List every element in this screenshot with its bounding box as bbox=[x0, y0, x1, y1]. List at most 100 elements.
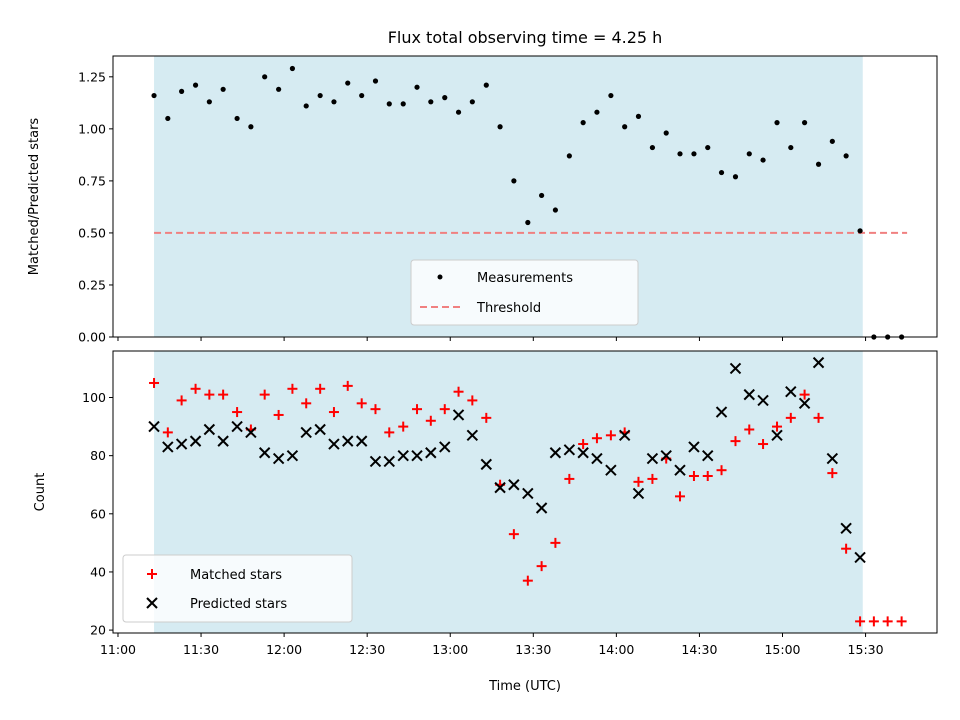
measurement-point bbox=[400, 101, 406, 107]
matched-star-point bbox=[702, 471, 713, 482]
measurement-point bbox=[525, 219, 531, 226]
matched-star-point bbox=[813, 412, 824, 423]
matched-star-point bbox=[827, 468, 838, 479]
predicted-star-point bbox=[245, 426, 257, 439]
measurement-point bbox=[206, 99, 212, 105]
matched-star-point bbox=[439, 404, 450, 415]
matched-star-point bbox=[591, 433, 602, 444]
predicted-star-point bbox=[785, 385, 797, 398]
bottom-y-tick-label: 80 bbox=[90, 448, 106, 463]
matched-star-point bbox=[162, 427, 173, 438]
measurement-point bbox=[663, 130, 669, 136]
matched-star-point bbox=[176, 395, 187, 406]
measurement-point bbox=[317, 92, 323, 99]
measurement-point bbox=[705, 144, 711, 151]
predicted-star-point bbox=[757, 394, 769, 407]
top-y-tick-label: 0.25 bbox=[78, 277, 106, 292]
top-axes-frame bbox=[112, 55, 938, 338]
chart-title: Flux total observing time = 4.25 h bbox=[388, 28, 663, 47]
predicted-star-point bbox=[148, 420, 160, 433]
matched-star-point bbox=[328, 407, 339, 418]
top-y-tick-label: 0.75 bbox=[78, 173, 106, 188]
matched-star-point bbox=[633, 476, 644, 487]
predicted-star-point bbox=[605, 464, 617, 476]
predicted-star-point bbox=[480, 458, 492, 471]
predicted-star-point bbox=[369, 455, 382, 468]
x-tick-label: 13:00 bbox=[432, 642, 468, 657]
predicted-star-point bbox=[591, 452, 603, 465]
matched-star-point bbox=[481, 412, 492, 423]
measurement-point bbox=[483, 82, 489, 88]
measurement-point bbox=[829, 138, 835, 144]
predicted-star-point bbox=[646, 452, 659, 465]
top-y-axis-label: Matched/Predicted stars bbox=[27, 118, 42, 276]
matched-star-point bbox=[688, 471, 699, 482]
measurement-point bbox=[732, 174, 739, 180]
x-tick-label: 12:00 bbox=[266, 642, 302, 657]
measurement-point bbox=[815, 161, 822, 167]
predicted-star-point bbox=[535, 502, 548, 514]
measurement-point bbox=[566, 153, 572, 159]
matched-star-point bbox=[564, 473, 575, 484]
predicted-star-point bbox=[812, 356, 825, 369]
top-y-tick-label: 0.50 bbox=[78, 225, 106, 240]
x-tick-label: 14:00 bbox=[598, 642, 634, 657]
bottom-y-tick-label: 40 bbox=[90, 564, 106, 579]
measurement-point bbox=[303, 103, 309, 109]
predicted-star-point bbox=[189, 435, 202, 447]
predicted-star-point bbox=[452, 409, 465, 421]
matched-star-point bbox=[149, 377, 160, 388]
predicted-star-point bbox=[577, 447, 589, 459]
predicted-star-point bbox=[383, 455, 395, 468]
predicted-star-point bbox=[854, 551, 866, 564]
measurement-point bbox=[857, 228, 863, 234]
predicted-star-point bbox=[632, 487, 645, 500]
measurement-point bbox=[276, 86, 282, 92]
measurement-point bbox=[718, 169, 725, 176]
matched-star-point bbox=[799, 389, 810, 400]
predicted-star-point bbox=[494, 481, 506, 494]
matched-star-point bbox=[868, 616, 879, 627]
matched-star-point bbox=[412, 404, 423, 415]
x-tick-label: 15:30 bbox=[848, 642, 884, 657]
predicted-star-point bbox=[715, 406, 728, 418]
bottom-y-tick-label: 20 bbox=[90, 623, 106, 638]
measurement-point bbox=[580, 120, 586, 126]
matched-star-point bbox=[218, 389, 229, 400]
measurement-point bbox=[539, 192, 545, 199]
top-y-tick-label: 0.00 bbox=[78, 330, 106, 345]
measurement-point bbox=[649, 144, 656, 151]
measurement-point bbox=[774, 120, 780, 126]
legend-measurements-marker bbox=[437, 274, 443, 280]
matched-star-point bbox=[716, 465, 727, 476]
measurement-point bbox=[746, 151, 752, 157]
measurement-point bbox=[608, 92, 614, 99]
matched-star-point bbox=[273, 409, 284, 420]
measurement-point bbox=[442, 95, 448, 101]
predicted-star-point bbox=[272, 452, 285, 465]
bottom-y-tick-label: 60 bbox=[90, 506, 106, 521]
predicted-star-point bbox=[771, 429, 783, 442]
predicted-star-point bbox=[549, 447, 562, 459]
legend-matched-marker bbox=[147, 569, 157, 579]
measurement-point bbox=[234, 115, 240, 122]
matched-star-point bbox=[301, 398, 312, 409]
predicted-star-point bbox=[300, 426, 312, 439]
predicted-star-point bbox=[411, 449, 423, 462]
count-points bbox=[148, 356, 907, 627]
matched-star-point bbox=[744, 424, 755, 435]
top-y-tick-label: 1.00 bbox=[78, 121, 106, 136]
matched-star-point bbox=[370, 404, 381, 415]
measurement-point bbox=[594, 109, 600, 115]
matched-star-point bbox=[730, 436, 741, 447]
predicted-star-point bbox=[328, 438, 340, 450]
legend-predicted-label: Predicted stars bbox=[190, 597, 287, 612]
predicted-star-point bbox=[425, 447, 437, 459]
measurement-point bbox=[497, 124, 503, 130]
matched-star-point bbox=[453, 386, 464, 397]
measurement-point bbox=[428, 99, 434, 105]
measurement-point bbox=[760, 157, 766, 163]
matched-star-point bbox=[550, 537, 561, 548]
matched-star-point bbox=[647, 473, 658, 484]
